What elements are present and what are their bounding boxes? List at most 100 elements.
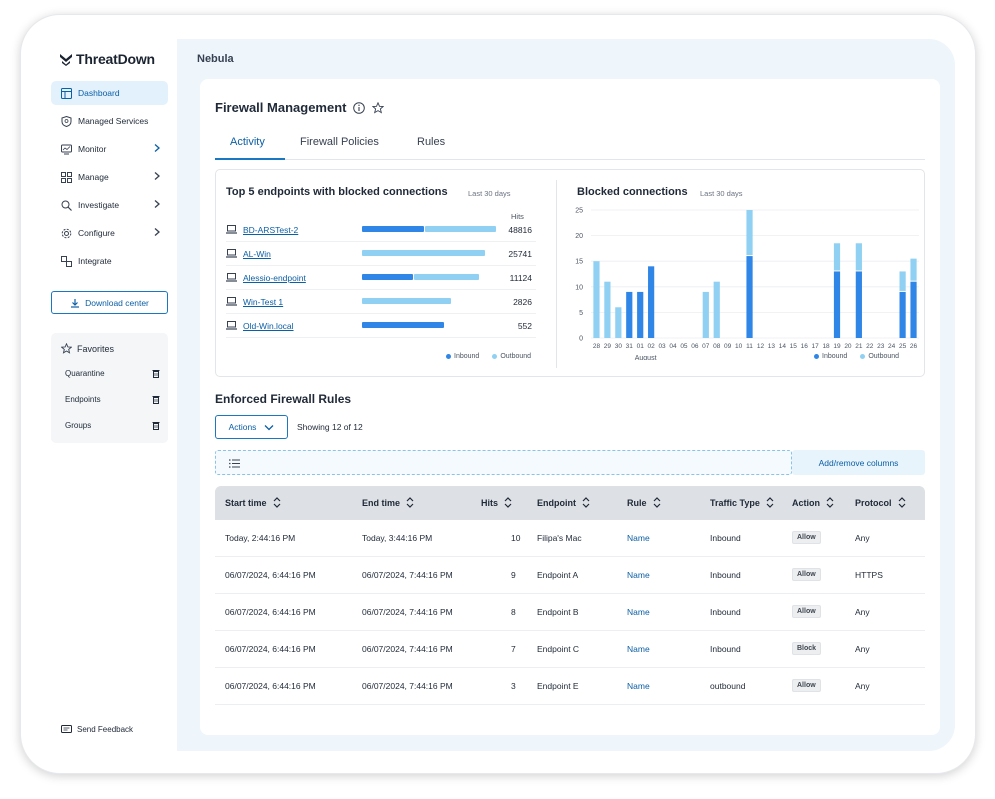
blocked-connections-title: Blocked connections — [577, 186, 688, 198]
sort-icon[interactable] — [273, 497, 281, 508]
favorite-item-groups[interactable]: Groups — [65, 421, 160, 430]
column-header[interactable]: Hits — [481, 497, 512, 508]
content-card: Firewall Management Activity Firewall Po… — [200, 79, 940, 735]
sort-icon[interactable] — [898, 497, 906, 508]
add-remove-columns-button[interactable]: Add/remove columns — [792, 450, 925, 475]
endpoint-link[interactable]: AL-Win — [243, 249, 271, 259]
cell-protocol: Any — [855, 681, 870, 691]
rule-link[interactable]: Name — [627, 681, 650, 691]
inbound-bar — [855, 271, 862, 338]
column-header-label: Action — [792, 497, 820, 508]
rule-link[interactable]: Name — [627, 533, 650, 543]
sidebar-item-configure[interactable]: Configure — [51, 221, 168, 245]
sidebar-item-label: Monitor — [78, 144, 107, 154]
sidebar-item-managed-services[interactable]: Managed Services — [51, 109, 168, 133]
sidebar: ThreatDown Dashboard Managed Services Mo… — [43, 39, 177, 751]
chevron-right-icon — [154, 172, 160, 180]
download-center-button[interactable]: Download center — [51, 291, 168, 314]
endpoint-link[interactable]: Win-Test 1 — [243, 297, 284, 307]
x-tick-label: 11 — [746, 343, 753, 350]
column-header[interactable]: Traffic Type — [710, 497, 774, 508]
x-tick-label: 26 — [910, 343, 918, 350]
gear-icon — [61, 228, 72, 239]
table-row[interactable]: 06/07/2024, 6:44:16 PM 06/07/2024, 7:44:1… — [215, 631, 925, 668]
sidebar-item-label: Integrate — [78, 256, 112, 266]
rule-link[interactable]: Name — [627, 570, 650, 580]
column-header[interactable]: Endpoint — [537, 497, 590, 508]
sort-icon[interactable] — [826, 497, 834, 508]
endpoint-row: BD-ARSTest-2 48816 — [226, 218, 536, 242]
rule-link[interactable]: Name — [627, 644, 650, 654]
endpoint-link[interactable]: Alessio-endpoint — [243, 273, 306, 283]
endpoint-row: Old-Win.local 552 — [226, 314, 536, 338]
outbound-bar — [362, 250, 486, 256]
table-row[interactable]: 06/07/2024, 6:44:16 PM 06/07/2024, 7:44:1… — [215, 668, 925, 705]
cell-endpoint: Endpoint A — [537, 570, 579, 580]
cell-hits: 10 — [511, 533, 521, 543]
cell-traffic: Inbound — [710, 644, 741, 654]
tab-rules[interactable]: Rules — [417, 136, 446, 148]
favorite-item-endpoints[interactable]: Endpoints — [65, 395, 160, 404]
sidebar-item-manage[interactable]: Manage — [51, 165, 168, 189]
endpoint-bar-track — [362, 314, 499, 338]
table-row[interactable]: Today, 2:44:16 PM Today, 3:44:16 PM 10 Fili… — [215, 520, 925, 557]
endpoint-row: Win-Test 1 2826 — [226, 290, 536, 314]
trash-icon[interactable] — [152, 421, 160, 430]
x-tick-label: 28 — [593, 343, 601, 350]
tab-activity[interactable]: Activity — [230, 136, 265, 148]
table-row[interactable]: 06/07/2024, 6:44:16 PM 06/07/2024, 7:44:1… — [215, 594, 925, 631]
endpoint-hits: 48816 — [508, 225, 532, 235]
favorites-panel: Favorites Quarantine Endpoints Groups — [51, 333, 168, 443]
cell-traffic: outbound — [710, 681, 746, 691]
sidebar-item-investigate[interactable]: Investigate — [51, 193, 168, 217]
sort-icon[interactable] — [766, 497, 774, 508]
favorite-item-quarantine[interactable]: Quarantine — [65, 369, 160, 378]
column-header-label: End time — [362, 497, 401, 508]
x-tick-label: 22 — [866, 343, 874, 350]
outbound-bar — [833, 243, 841, 271]
x-axis-month-label: August — [635, 355, 657, 360]
brand-logo[interactable]: ThreatDown — [59, 51, 155, 67]
send-feedback-link[interactable]: Send Feedback — [61, 725, 133, 734]
sort-icon[interactable] — [653, 497, 661, 508]
laptop-icon — [226, 249, 237, 258]
sidebar-item-dashboard[interactable]: Dashboard — [51, 81, 168, 105]
endpoint-link[interactable]: Old-Win.local — [243, 321, 294, 331]
outbound-bar — [424, 226, 496, 232]
star-icon[interactable] — [372, 101, 385, 114]
trash-icon[interactable] — [152, 369, 160, 378]
sidebar-item-integrate[interactable]: Integrate — [51, 249, 168, 273]
legend-dot-inbound — [446, 354, 451, 359]
outbound-bar — [362, 298, 452, 304]
filter-bar[interactable] — [215, 450, 792, 475]
cell-end: 06/07/2024, 7:44:16 PM — [362, 607, 453, 617]
column-header[interactable]: Start time — [225, 497, 281, 508]
endpoint-hits: 11124 — [509, 273, 532, 283]
sort-icon[interactable] — [406, 497, 414, 508]
endpoint-row: AL-Win 25741 — [226, 242, 536, 266]
outbound-bar — [593, 261, 600, 338]
sort-icon[interactable] — [504, 497, 512, 508]
y-tick-label: 15 — [575, 259, 583, 266]
column-header[interactable]: Protocol — [855, 497, 906, 508]
column-header[interactable]: End time — [362, 497, 414, 508]
list-filter-icon[interactable] — [229, 459, 240, 468]
cell-hits: 7 — [511, 644, 516, 654]
x-tick-label: 01 — [637, 343, 645, 350]
legend-label-outbound: Outbound — [500, 353, 532, 360]
rule-link[interactable]: Name — [627, 607, 650, 617]
threatdown-logo-icon — [60, 54, 72, 66]
actions-dropdown[interactable]: Actions — [215, 415, 288, 439]
tab-firewall-policies[interactable]: Firewall Policies — [300, 136, 379, 148]
trash-icon[interactable] — [152, 395, 160, 404]
table-row[interactable]: 06/07/2024, 6:44:16 PM 06/07/2024, 7:44:1… — [215, 557, 925, 594]
legend-dot-outbound — [860, 354, 866, 359]
sort-icon[interactable] — [582, 497, 590, 508]
sidebar-item-monitor[interactable]: Monitor — [51, 137, 168, 161]
info-icon[interactable] — [353, 101, 366, 114]
monitor-icon — [61, 144, 72, 155]
column-header[interactable]: Rule — [627, 497, 661, 508]
endpoint-link[interactable]: BD-ARSTest-2 — [243, 225, 299, 235]
column-header[interactable]: Action — [792, 497, 834, 508]
x-tick-label: 30 — [615, 343, 623, 350]
